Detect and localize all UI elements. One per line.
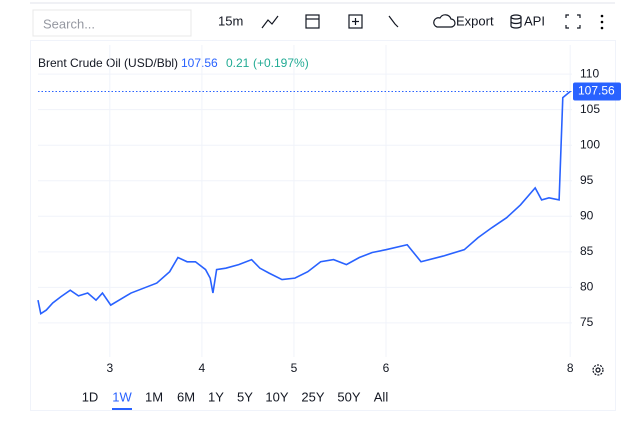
- range-button[interactable]: 1D: [82, 389, 99, 404]
- calendar-icon[interactable]: [305, 14, 320, 29]
- y-tick-label: 90: [580, 208, 594, 222]
- last-price-tag-label: 107.56: [578, 84, 615, 98]
- y-tick-label: 110: [580, 66, 599, 80]
- export-icon[interactable]: [433, 14, 456, 28]
- api-button[interactable]: API: [524, 13, 545, 28]
- y-tick-label: 95: [580, 173, 594, 187]
- range-button[interactable]: 25Y: [301, 389, 324, 404]
- menu-icon[interactable]: [600, 14, 604, 30]
- price-change: 0.21: [226, 56, 250, 70]
- y-tick-label: 105: [580, 102, 600, 116]
- y-tick-label: 75: [580, 315, 594, 329]
- tools-icon[interactable]: [388, 15, 399, 28]
- range-button[interactable]: 6M: [177, 389, 195, 404]
- x-tick-label: 4: [199, 361, 206, 375]
- search-box[interactable]: [32, 9, 192, 37]
- compare-icon[interactable]: [348, 14, 363, 29]
- range-button[interactable]: 1M: [145, 389, 163, 404]
- range-button[interactable]: 1W: [112, 389, 132, 404]
- api-icon[interactable]: [510, 14, 522, 29]
- fullscreen-icon[interactable]: [565, 14, 581, 29]
- range-button[interactable]: 5Y: [237, 389, 253, 404]
- chart-title: Brent Crude Oil (USD/Bbl): [38, 56, 178, 70]
- search-placeholder: Search...: [43, 16, 95, 31]
- chart-frame: [30, 40, 616, 411]
- range-button[interactable]: All: [374, 389, 389, 404]
- range-button[interactable]: 50Y: [337, 389, 360, 404]
- y-tick-label: 80: [580, 280, 594, 294]
- range-button[interactable]: 1Y: [208, 389, 224, 404]
- y-tick-label: 85: [580, 244, 594, 258]
- x-tick-label: 8: [567, 361, 574, 375]
- price-change-percent: (+0.197%): [253, 56, 309, 70]
- export-button[interactable]: Export: [456, 13, 494, 28]
- interval-button[interactable]: 15m: [218, 13, 243, 28]
- price-line: [37, 90, 571, 315]
- x-tick-label: 3: [106, 361, 113, 375]
- last-price: 107.56: [181, 56, 218, 70]
- y-tick-label: 100: [580, 137, 600, 151]
- last-price-tag: [573, 82, 621, 101]
- range-button[interactable]: 10Y: [265, 389, 288, 404]
- settings-icon[interactable]: [592, 364, 604, 376]
- chart-type-icon[interactable]: [261, 15, 279, 29]
- x-tick-label: 6: [383, 361, 390, 375]
- x-tick-label: 5: [291, 361, 298, 375]
